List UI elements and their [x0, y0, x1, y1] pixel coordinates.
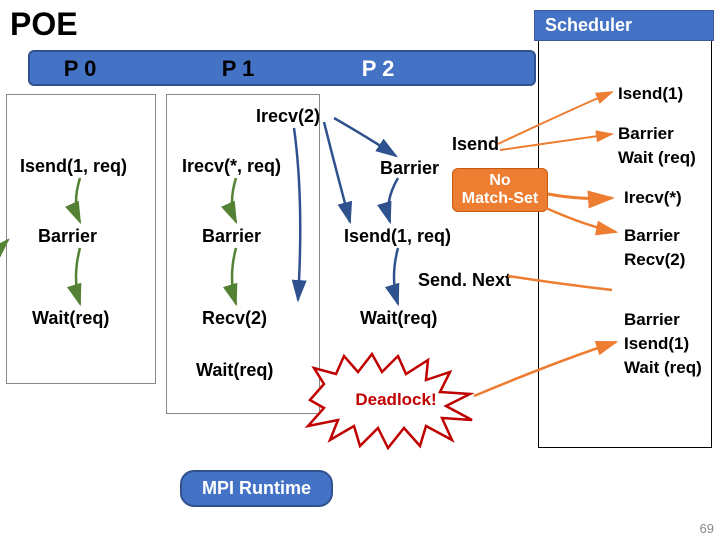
p0-wait: Wait(req)	[32, 308, 109, 329]
sched-isend1b: Isend(1)	[624, 334, 689, 354]
sched-isend1a: Isend(1)	[618, 84, 683, 104]
p2-label: P 2	[338, 56, 418, 82]
page-number: 69	[700, 521, 714, 536]
deadlock-text: Deadlock!	[346, 390, 446, 410]
p1-irecv2: Irecv(2)	[256, 106, 320, 127]
p1-barrier: Barrier	[202, 226, 261, 247]
sched-barrier1: Barrier	[618, 124, 674, 144]
scheduler-header: Scheduler	[534, 10, 714, 41]
p2-sendnext: Send. Next	[418, 270, 511, 291]
p1-recv2: Recv(2)	[202, 308, 267, 329]
sched-barrier2: Barrier	[624, 226, 680, 246]
no-line1: No	[489, 172, 510, 190]
p0-label: P 0	[40, 56, 120, 82]
no-line2: Match-Set	[462, 190, 538, 208]
no-matchset-callout: No Match-Set	[452, 168, 548, 212]
p2-isend: Isend	[452, 134, 499, 155]
sched-waitreq2: Wait (req)	[624, 358, 702, 378]
p0-isend: Isend(1, req)	[20, 156, 127, 177]
sched-irecvstar: Irecv(*)	[624, 188, 682, 208]
p2-barrier: Barrier	[380, 158, 439, 179]
sched-recv2: Recv(2)	[624, 250, 685, 270]
p0-barrier: Barrier	[38, 226, 97, 247]
sched-barrier3: Barrier	[624, 310, 680, 330]
p1-waitreq: Wait(req)	[196, 360, 273, 381]
p1-label: P 1	[198, 56, 278, 82]
page-title: POE	[10, 6, 78, 43]
p1-irecvstar: Irecv(*, req)	[182, 156, 281, 177]
p2-waitreq: Wait(req)	[360, 308, 437, 329]
mpi-runtime-pill: MPI Runtime	[180, 470, 333, 507]
p2-isend1req: Isend(1, req)	[344, 226, 451, 247]
sched-waitreq1: Wait (req)	[618, 148, 696, 168]
